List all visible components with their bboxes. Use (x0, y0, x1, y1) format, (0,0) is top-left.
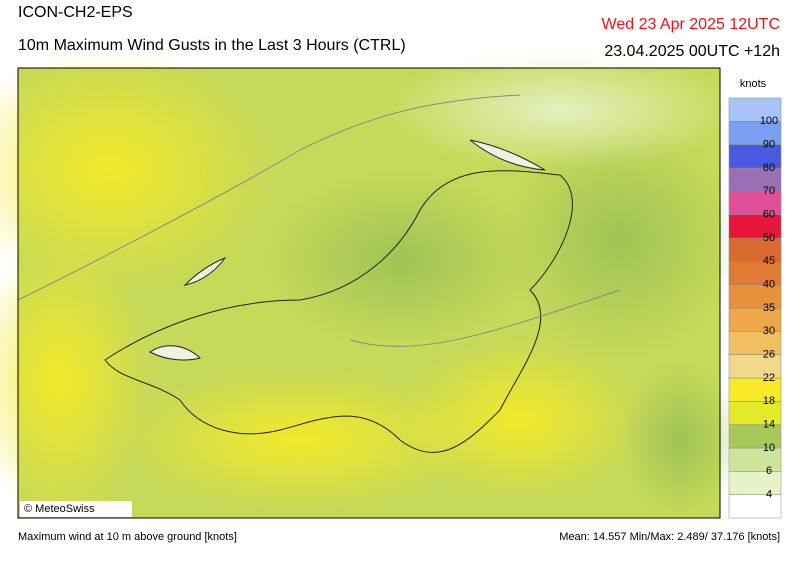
colorbar-label: 60 (763, 209, 775, 221)
copyright-box (20, 501, 132, 517)
colorbar-label: 30 (763, 325, 775, 337)
map: © MeteoSwiss (0, 50, 740, 520)
colorbar: 4 6 10 14 18 22 26 30 35 40 45 50 60 70 80 90 100 (728, 97, 782, 519)
copyright: © MeteoSwiss (24, 503, 95, 515)
colorbar-label: 22 (763, 372, 775, 384)
field-patch (0, 50, 270, 290)
colorbar-label: 10 (763, 442, 775, 454)
colorbar-swatch (728, 471, 782, 495)
footer-right: Mean: 14.557 Min/Max: 2.489/ 37.176 [kno… (559, 531, 780, 543)
colorbar-label: 14 (763, 419, 775, 431)
colorbar-label: 90 (763, 139, 775, 151)
colorbar-unit: knots (740, 78, 767, 90)
lake (469, 139, 546, 171)
valid-time: Wed 23 Apr 2025 12UTC (602, 16, 780, 33)
colorbar-label: 18 (763, 395, 775, 407)
lake (149, 345, 202, 361)
colorbar-label: 40 (763, 279, 775, 291)
colorbar-swatch (728, 494, 782, 519)
region-border (17, 94, 621, 347)
field-patch (0, 240, 150, 520)
map-frame (17, 67, 721, 519)
colorbar-label: 45 (763, 255, 775, 267)
colorbar-label: 26 (763, 349, 775, 361)
colorbar-label: 6 (766, 465, 772, 477)
colorbar-label: 35 (763, 302, 775, 314)
model-name: ICON-CH2-EPS (18, 4, 133, 21)
lake (183, 256, 227, 286)
field-patch (400, 340, 640, 500)
field-patch (120, 370, 480, 510)
field-patch (620, 360, 740, 520)
colorbar-swatch (728, 97, 782, 122)
colorbar-label: 100 (760, 115, 778, 127)
colorbar-label: 4 (766, 489, 772, 501)
colorbar-label: 80 (763, 162, 775, 174)
map-title: 10m Maximum Wind Gusts in the Last 3 Hou… (18, 37, 406, 54)
colorbar-label: 70 (763, 185, 775, 197)
colorbar-label: 50 (763, 232, 775, 244)
field-patch (260, 170, 540, 350)
run-time: 23.04.2025 00UTC +12h (604, 43, 780, 60)
country-border (104, 170, 573, 453)
field-patch (500, 120, 740, 360)
footer-left: Maximum wind at 10 m above ground [knots… (18, 531, 237, 543)
